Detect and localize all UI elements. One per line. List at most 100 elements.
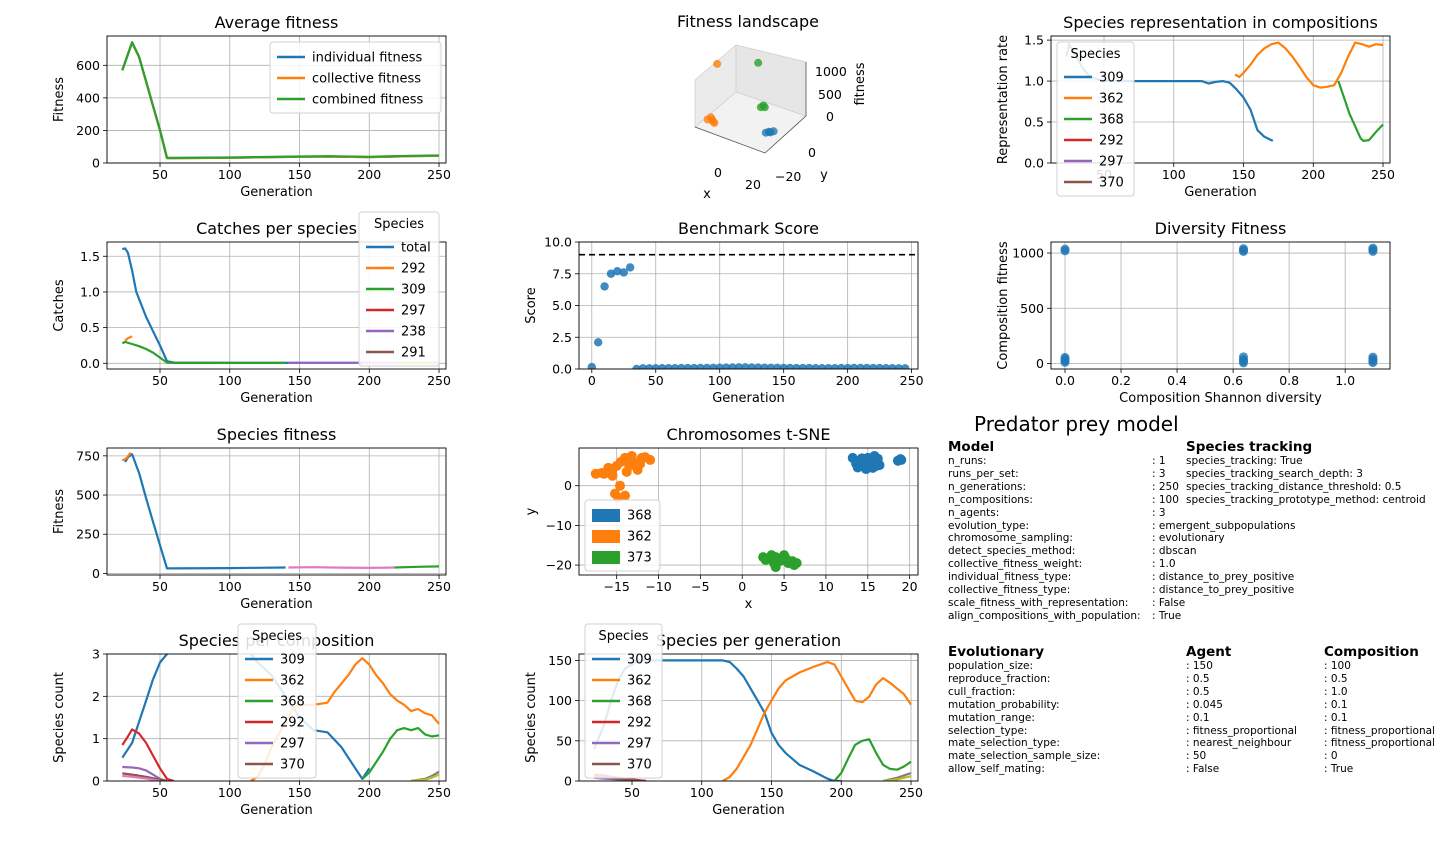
- x-tick-label: 250: [427, 579, 451, 594]
- x-tick-label: 50: [152, 579, 168, 594]
- series-line-370: [122, 772, 168, 781]
- evolutionary-param-key: mate_selection_type:: [948, 737, 1060, 750]
- x-axis-label: Generation: [712, 391, 785, 406]
- evolutionary-param-key: population_size:: [948, 660, 1034, 672]
- legend: Species 309 362 368 292 297 370: [1056, 41, 1135, 197]
- x-tick-label: 100: [690, 785, 714, 800]
- legend-title: Species: [598, 629, 648, 644]
- x-axis-label: Generation: [240, 185, 313, 200]
- x-tick-label: 100: [218, 785, 242, 800]
- x-tick-label: 150: [772, 373, 796, 388]
- axis-line: [764, 115, 807, 154]
- landscape-point-368: [754, 58, 763, 67]
- y-tick-label: 0: [808, 145, 816, 160]
- y-tick-label: 10.0: [544, 235, 572, 250]
- legend-entry: 238: [401, 325, 426, 340]
- axes-frame: [1050, 35, 1391, 164]
- benchmark-point: [709, 363, 718, 369]
- chart-title: Chromosomes t-SNE: [667, 425, 831, 444]
- series-line-309: [121, 340, 286, 364]
- x-tick-label: 200: [357, 167, 381, 182]
- benchmark-point: [888, 364, 897, 369]
- tracking-row: species_tracking_search_depth: 3: [1186, 467, 1363, 480]
- legend-entry: 368: [280, 695, 305, 710]
- series-line-unnamed: [121, 452, 132, 462]
- x-tick-label: 0.0: [1055, 373, 1075, 388]
- model-row: align_compositions_with_population:: Tru…: [948, 610, 1295, 623]
- benchmark-point: [619, 268, 628, 277]
- series-line-309: [121, 654, 371, 781]
- y-tick-label: 0: [1036, 356, 1044, 371]
- legend-entry: 292: [627, 716, 652, 731]
- x-tick-label: 0.4: [1167, 373, 1187, 388]
- benchmark-point: [830, 364, 840, 369]
- y-tick-label: 0: [92, 156, 100, 171]
- tsne-point-373: [760, 554, 771, 565]
- x-tick-label: 200: [357, 579, 381, 594]
- x-tick-label: 200: [357, 373, 381, 388]
- legend-box: [358, 211, 440, 367]
- benchmark-point: [715, 363, 724, 369]
- agent-param-value: : 0.045: [1186, 698, 1223, 711]
- tracking-section: Species tracking species_tracking: True s…: [1186, 440, 1426, 507]
- param-key: collective_fitness_type:: [948, 584, 1071, 597]
- x-axis-label: Generation: [1184, 185, 1257, 200]
- axes-frame: [1050, 241, 1391, 370]
- x-tick-label: 0.8: [1279, 373, 1299, 388]
- x-tick-label: 150: [1232, 167, 1256, 182]
- tracking-rows: species_tracking: True species_tracking_s…: [1186, 455, 1426, 507]
- series-group: [121, 41, 440, 160]
- y-tick-label: −20: [775, 169, 801, 184]
- model-row: collective_fitness_type:: distance_to_pr…: [948, 584, 1295, 597]
- composition-param-value: : 0: [1324, 750, 1338, 763]
- legend-title: Species: [374, 217, 424, 232]
- benchmark-point: [785, 363, 795, 369]
- param-key: align_compositions_with_population:: [948, 609, 1141, 622]
- benchmark-point: [798, 363, 808, 369]
- y-tick-label: 0.5: [1024, 115, 1044, 130]
- chart-title: Benchmark Score: [678, 219, 819, 238]
- tsne-point-373: [789, 560, 800, 571]
- chart-title: Catches per species: [196, 219, 357, 238]
- y-tick-label: 750: [76, 448, 100, 463]
- benchmark-point: [747, 363, 756, 369]
- tsne-point-362: [621, 466, 632, 477]
- benchmark-point: [901, 364, 910, 369]
- x-axis-label: Generation: [712, 803, 785, 818]
- x-tick-label: 150: [288, 579, 312, 594]
- x-tick-label: 250: [900, 373, 924, 388]
- param-value: : emergent_subpopulations: [1152, 519, 1296, 532]
- legend: 368 362 373: [584, 499, 661, 572]
- x-tick-label: 100: [218, 373, 242, 388]
- evolutionary-param-key: allow_self_mating:: [948, 763, 1045, 776]
- tracking-heading: Species tracking: [1186, 439, 1313, 455]
- x-tick-label: 100: [708, 373, 732, 388]
- axes-frame: [106, 35, 447, 164]
- legend-entry: 309: [1099, 71, 1124, 86]
- param-value: : 250: [1152, 480, 1179, 493]
- benchmark-point: [734, 363, 744, 369]
- agent-heading: Agent: [1186, 644, 1232, 660]
- evolutionary-rows: population_size: reproduce_fraction: cull_…: [948, 660, 1100, 776]
- evolutionary-param-key: reproduce_fraction:: [948, 672, 1051, 685]
- benchmark-point: [779, 363, 788, 369]
- benchmark-point: [721, 363, 731, 369]
- legend-swatch: [592, 509, 620, 522]
- legend-entry: individual fitness: [312, 51, 423, 66]
- x-tick-label: 50: [152, 167, 168, 182]
- y-tick-label: 0: [92, 566, 100, 581]
- model-row: scale_fitness_with_representation:: Fals…: [948, 597, 1295, 610]
- benchmark-point: [741, 363, 750, 369]
- benchmark-point: [696, 363, 705, 369]
- chart-title: Average fitness: [215, 13, 339, 32]
- x-tick-label: 50: [152, 373, 168, 388]
- x-tick-label: 150: [288, 373, 312, 388]
- series-line-292: [121, 728, 175, 781]
- y-tick-label: 1.5: [1024, 33, 1044, 48]
- legend: Species 309 362 368 292 297 370: [237, 623, 317, 779]
- legend-entry: 309: [280, 653, 305, 668]
- chart-title: Fitness landscape: [677, 12, 819, 31]
- param-value: : evolutionary: [1152, 532, 1225, 545]
- series-line-unnamed: [882, 775, 912, 781]
